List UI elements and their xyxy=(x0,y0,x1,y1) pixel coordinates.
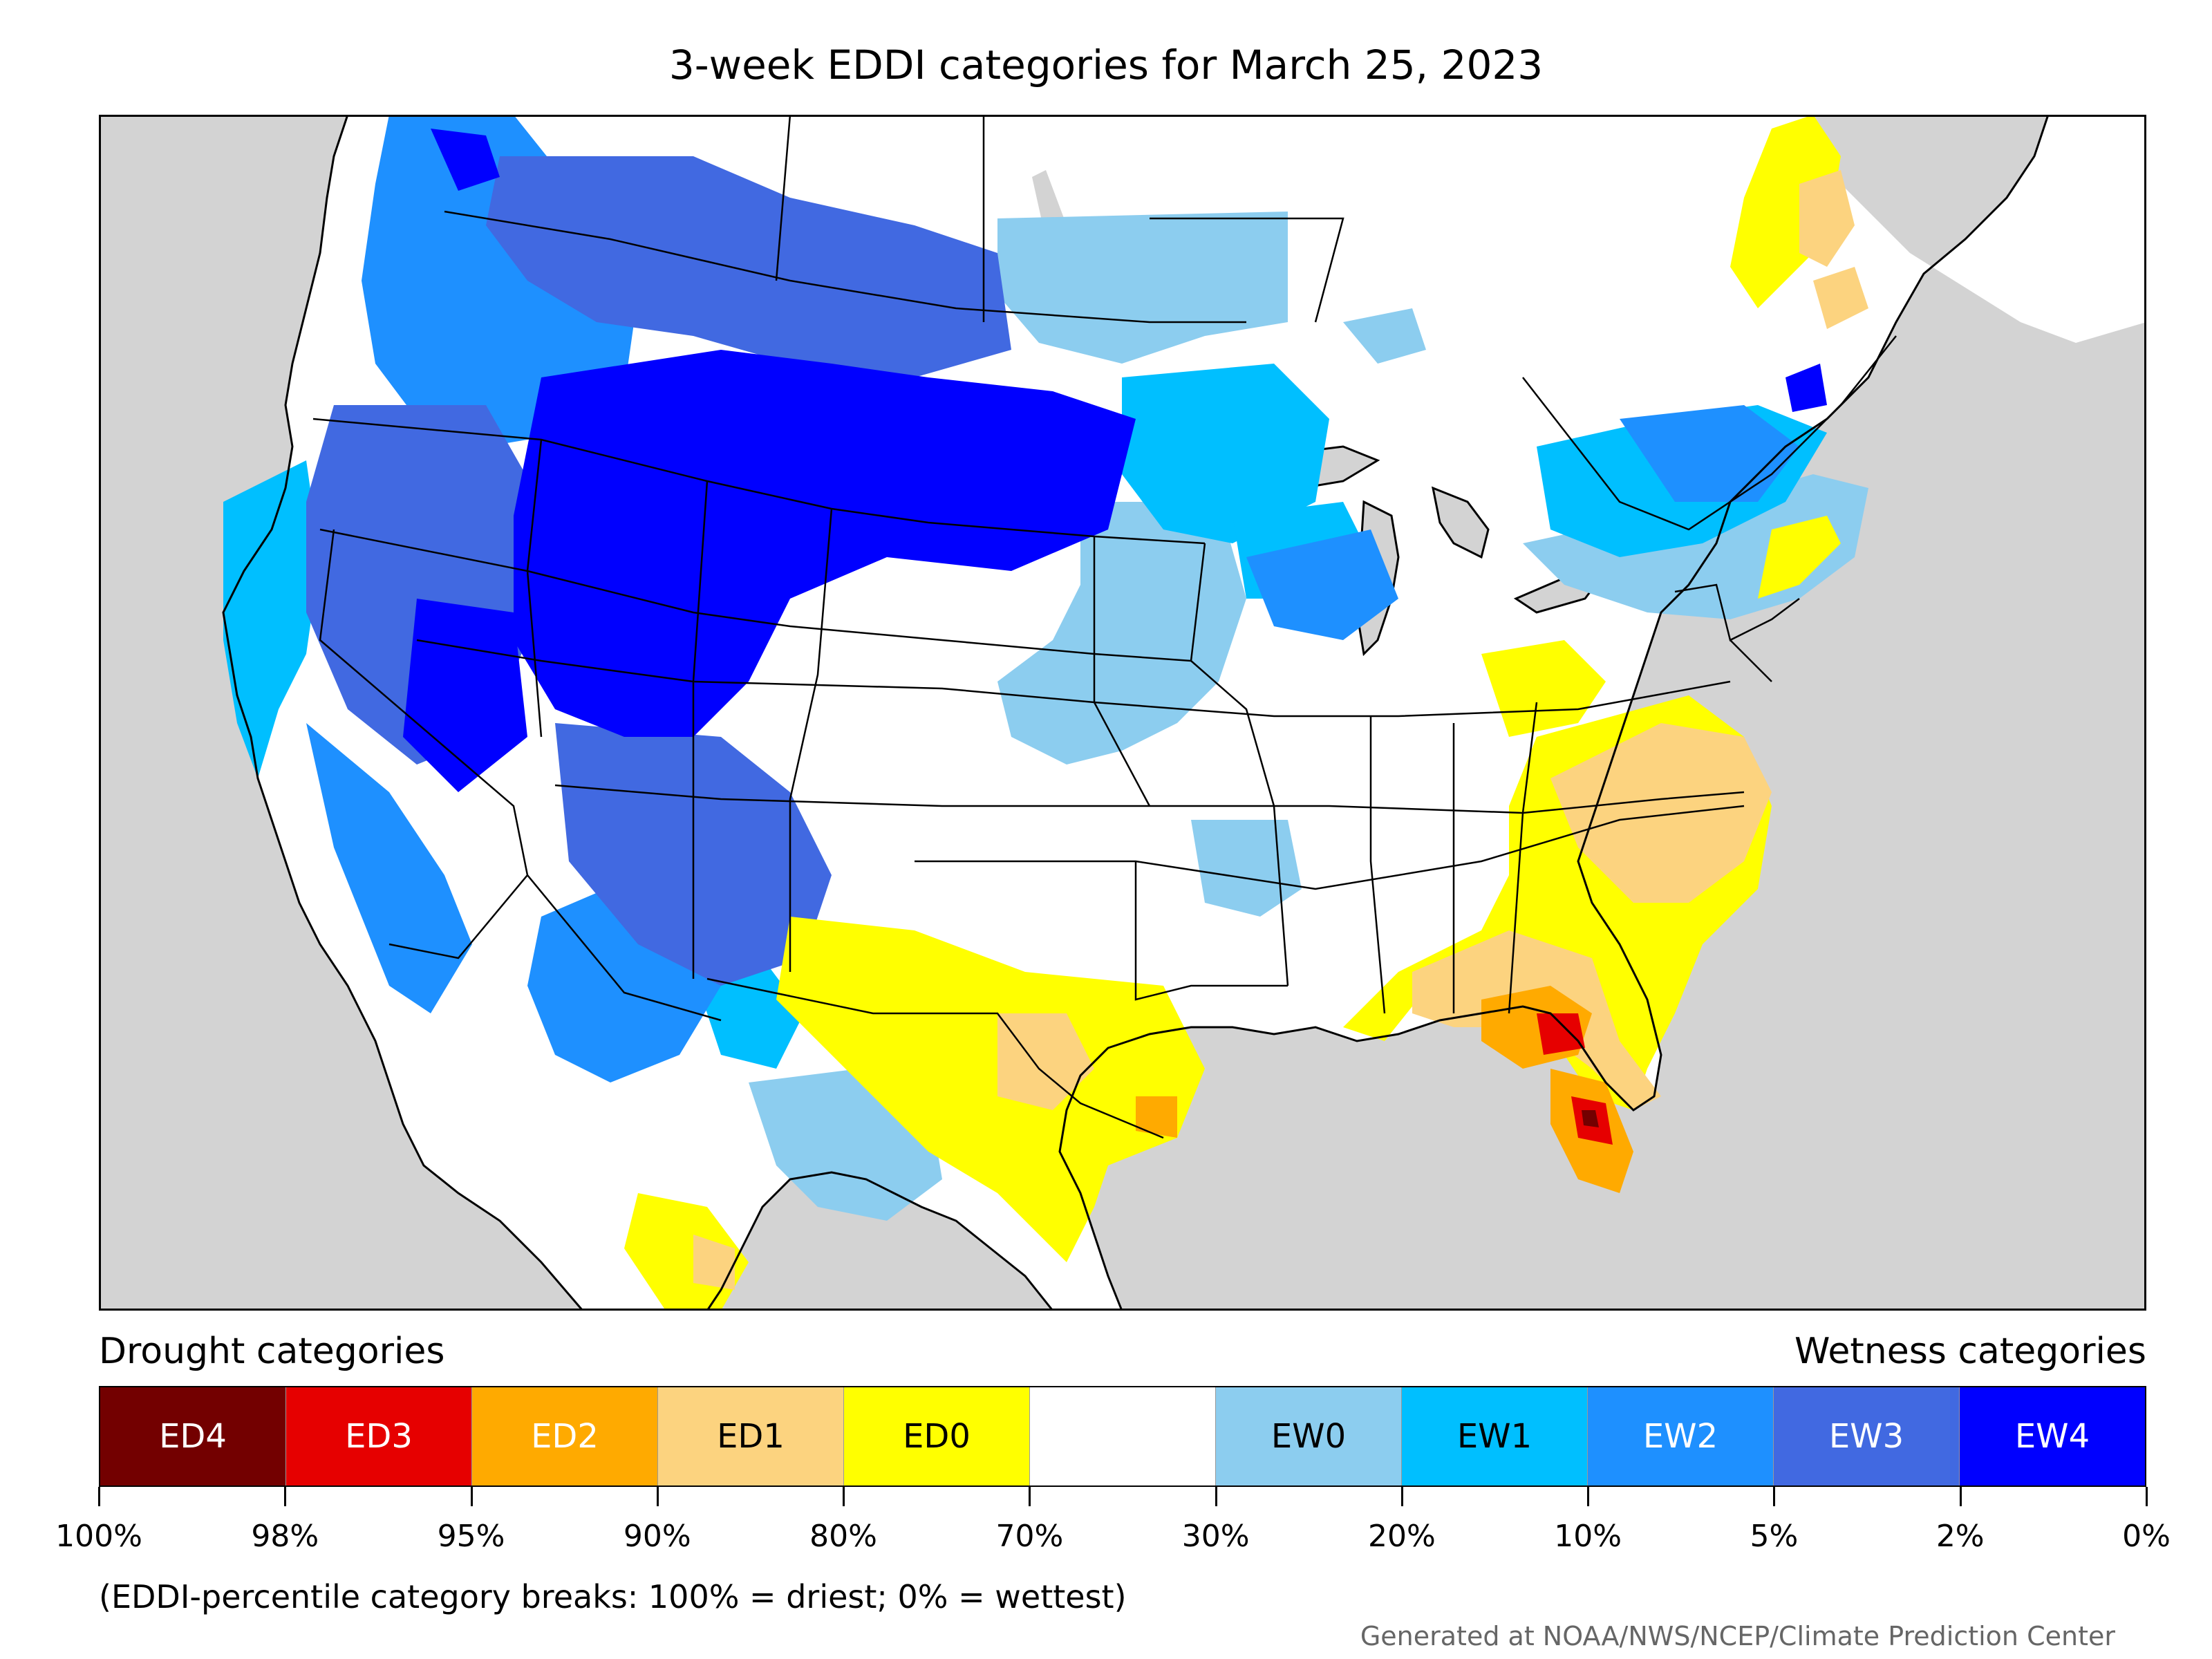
colorbar-tick xyxy=(1773,1487,1776,1506)
colorbar-tick-label: 70% xyxy=(995,1519,1064,1554)
ew4-regions xyxy=(403,129,1827,792)
category-ed2: ED2 xyxy=(472,1387,658,1485)
credit-line: Generated at NOAA/NWS/NCEP/Climate Predi… xyxy=(1360,1621,2115,1651)
colorbar-tick xyxy=(656,1487,659,1506)
colorbar-tick-label: 10% xyxy=(1554,1519,1622,1554)
colorbar-tick-label: 20% xyxy=(1368,1519,1436,1554)
category-ed3: ED3 xyxy=(286,1387,472,1485)
colorbar-tick xyxy=(1959,1487,1962,1506)
category-label: ED1 xyxy=(717,1417,785,1456)
colorbar-tick xyxy=(1029,1487,1031,1506)
map-frame xyxy=(99,115,2146,1311)
category-ew2: EW2 xyxy=(1588,1387,1774,1485)
category-ed0: ED0 xyxy=(844,1387,1030,1485)
colorbar-tick-label: 98% xyxy=(251,1519,319,1554)
category-ew0: EW0 xyxy=(1216,1387,1402,1485)
colorbar-tick xyxy=(470,1487,473,1506)
colorbar-tick-label: 100% xyxy=(55,1519,142,1554)
category-ew1: EW1 xyxy=(1402,1387,1588,1485)
colorbar-tick xyxy=(98,1487,100,1506)
colorbar-tick-label: 90% xyxy=(623,1519,691,1554)
category-label: ED0 xyxy=(903,1417,971,1456)
colorbar-tick-label: 80% xyxy=(809,1519,877,1554)
eddi-map-svg xyxy=(99,115,2146,1311)
category-label: EW1 xyxy=(1456,1417,1533,1456)
category-ed1: ED1 xyxy=(658,1387,844,1485)
colorbar-tick-label: 5% xyxy=(1750,1519,1799,1554)
colorbar-tick-label: 2% xyxy=(1936,1519,1985,1554)
ed4-regions xyxy=(1582,1110,1599,1127)
great-lakes xyxy=(1237,445,1685,657)
colorbar-tick xyxy=(843,1487,845,1506)
colorbar-tick xyxy=(1587,1487,1590,1506)
colorbar-tick xyxy=(2146,1487,2148,1506)
category-label: ED4 xyxy=(159,1417,227,1456)
category-ed4: ED4 xyxy=(100,1387,286,1485)
category-label: ED2 xyxy=(531,1417,599,1456)
category-label: ED3 xyxy=(345,1417,413,1456)
drought-categories-heading: Drought categories xyxy=(99,1331,445,1372)
colorbar-tick xyxy=(1215,1487,1217,1506)
coastline xyxy=(222,115,2050,1311)
colorbar-tick xyxy=(284,1487,287,1506)
category-colorbar: ED4 ED3 ED2 ED1 ED0 EW0 EW1 EW2 EW3 EW4 xyxy=(99,1386,2146,1487)
colorbar-tick-label: 95% xyxy=(437,1519,505,1554)
category-breaks-note: (EDDI-percentile category breaks: 100% =… xyxy=(99,1578,1127,1615)
category-label: EW0 xyxy=(1271,1417,1347,1456)
colorbar-tick-label: 0% xyxy=(2122,1519,2171,1554)
category-normal xyxy=(1030,1387,1216,1485)
eddi-map xyxy=(99,115,2146,1311)
wetness-categories-heading: Wetness categories xyxy=(1794,1331,2146,1372)
colorbar-tick-label: 30% xyxy=(1181,1519,1250,1554)
category-ew4: EW4 xyxy=(1960,1387,2145,1485)
colorbar-tick xyxy=(1400,1487,1403,1506)
map-title: 3-week EDDI categories for March 25, 202… xyxy=(668,41,1544,88)
category-label: EW3 xyxy=(1828,1417,1904,1456)
colorbar-ticks xyxy=(98,1487,2148,1508)
category-label: EW2 xyxy=(1642,1417,1718,1456)
category-ew3: EW3 xyxy=(1774,1387,1960,1485)
category-label: EW4 xyxy=(2014,1417,2090,1456)
